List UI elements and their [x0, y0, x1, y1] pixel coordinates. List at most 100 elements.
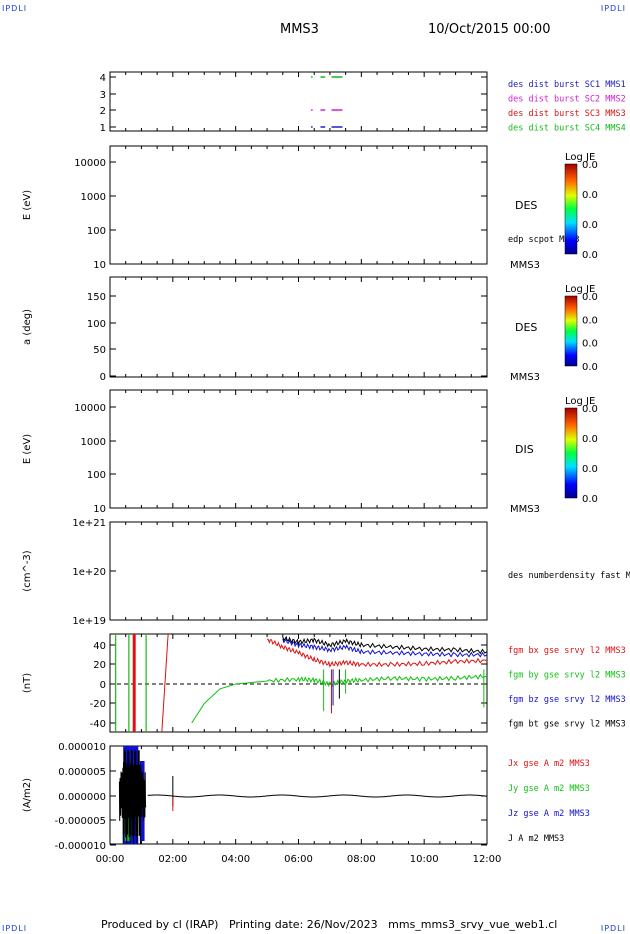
y-tick-label: 1e+19 [72, 616, 106, 627]
colorbar-tick-label: 0.0 [582, 315, 598, 326]
colorbar-title: Log JE [565, 152, 595, 163]
instrument-label: DIS [515, 443, 534, 456]
y-tick-label: 1e+20 [72, 567, 106, 578]
legend-entry: J A m2 MMS3 [508, 834, 564, 844]
overplot-label: edp scpot MMS3 [508, 235, 580, 245]
x-tick-label: 02:00 [158, 854, 187, 865]
legend-entry: des dist burst SC3 MMS3 [508, 109, 626, 119]
spacecraft-label: MMS3 [510, 372, 540, 383]
spacecraft-title: MMS3 [280, 22, 319, 37]
legend-entry: des dist burst SC2 MMS2 [508, 95, 626, 105]
panel-frame [109, 71, 488, 132]
colorbar [564, 407, 578, 499]
x-tick-label: 10:00 [410, 854, 439, 865]
y-tick-label: -20 [90, 699, 106, 710]
y-tick-label: -0.000010 [55, 841, 106, 852]
y-tick-label: 0.000005 [58, 767, 106, 778]
y-tick-label: 10000 [74, 403, 106, 414]
colorbar-tick-label: 0.0 [582, 339, 598, 350]
colorbar-title: Log JE [565, 284, 595, 295]
j-traces [118, 746, 487, 844]
colorbar-tick-label: 0.0 [582, 160, 598, 171]
x-tick-label: 00:00 [96, 854, 125, 865]
y-tick-label: 20 [93, 660, 106, 671]
legend-entry: fgm bt gse srvy l2 MMS3 [508, 720, 626, 730]
y-axis-label: a (deg) [22, 309, 33, 345]
x-tick-label: 04:00 [221, 854, 250, 865]
y-tick-label: 10 [93, 260, 106, 271]
corner-label-bottom-left: IPDLI [2, 924, 28, 933]
colorbar-title: Log JE [565, 396, 595, 407]
y-axis-label: (nT) [22, 673, 33, 693]
legend-entry: Jy gse A m2 MMS3 [508, 784, 590, 794]
j-total-burst [118, 749, 147, 844]
y-tick-label: 1e+21 [72, 518, 106, 529]
colorbar-tick-label: 0.0 [582, 190, 598, 201]
b-series-line [282, 635, 487, 655]
colorbar-tick-label: 0.0 [582, 494, 598, 505]
legend-entry: Jz gse A m2 MMS3 [508, 809, 590, 819]
date-title: 10/Oct/2015 00:00 [428, 22, 551, 37]
colorbar-tick-label: 0.0 [582, 404, 598, 415]
y-axis-label: (A/m2) [22, 778, 33, 812]
colorbar [564, 295, 578, 367]
y-tick-label: 0 [100, 372, 106, 383]
y-tick-label: 1000 [81, 192, 106, 203]
corner-label-top-left: IPDLI [2, 4, 28, 13]
y-tick-label: 100 [87, 470, 106, 481]
x-tick-label: 08:00 [347, 854, 376, 865]
colorbar [564, 163, 578, 255]
corner-label-bottom-right: IPDLI [600, 924, 626, 933]
y-tick-label: -0.000005 [55, 816, 106, 827]
spacecraft-label: MMS3 [510, 504, 540, 515]
y-tick-label: 0.000010 [58, 742, 106, 753]
b-field-traces [115, 634, 487, 732]
legend-entry: fgm bz gse srvy l2 MMS3 [508, 695, 626, 705]
y-axis-label: (cm^-3) [22, 550, 33, 591]
y-tick-label: 0.000000 [58, 792, 106, 803]
panel-frame [109, 276, 488, 378]
colorbar-tick-label: 0.0 [582, 292, 598, 303]
y-tick-label: -40 [90, 719, 106, 730]
y-tick-label: 50 [93, 345, 106, 356]
footer-credits: Produced by cl (IRAP) Printing date: 26/… [101, 918, 558, 931]
j-total-line [147, 794, 487, 798]
y-axis-label: E (eV) [22, 434, 33, 464]
instrument-label: DES [515, 199, 537, 212]
y-tick-label: 10000 [74, 158, 106, 169]
y-tick-label: 100 [87, 226, 106, 237]
x-tick-label: 06:00 [284, 854, 313, 865]
y-tick-label: 3 [100, 90, 106, 101]
y-tick-label: 2 [100, 106, 106, 117]
b-series-line [266, 638, 487, 668]
corner-label-top-right: IPDLI [600, 4, 626, 13]
b-spike [161, 634, 169, 732]
spacecraft-label: MMS3 [510, 260, 540, 271]
y-tick-label: 10 [93, 504, 106, 515]
legend-entry: fgm by gse srvy l2 MMS3 [508, 671, 626, 681]
y-tick-label: 4 [100, 73, 106, 84]
panel-frame [109, 145, 488, 265]
y-tick-label: 1 [100, 123, 106, 134]
y-tick-label: 150 [87, 292, 106, 303]
y-tick-label: 1000 [81, 437, 106, 448]
instrument-label: DES [515, 321, 537, 334]
colorbar-tick-label: 0.0 [582, 434, 598, 445]
legend-entry: Jx gse A m2 MMS3 [508, 759, 590, 769]
y-tick-label: 0 [100, 680, 106, 691]
legend-entry: des numberdensity fast M [508, 571, 630, 581]
b-series-line [282, 637, 487, 658]
b-series-line [191, 673, 487, 724]
y-tick-label: 100 [87, 319, 106, 330]
colorbar-tick-label: 0.0 [582, 464, 598, 475]
legend-entry: fgm bx gse srvy l2 MMS3 [508, 646, 626, 656]
colorbar-tick-label: 0.0 [582, 250, 598, 261]
y-axis-label: E (eV) [22, 190, 33, 220]
panel-frame [109, 521, 488, 621]
y-tick-label: 40 [93, 641, 106, 652]
panel-frame [109, 389, 488, 509]
colorbar-tick-label: 0.0 [582, 220, 598, 231]
x-tick-label: 12:00 [473, 854, 502, 865]
colorbar-tick-label: 0.0 [582, 362, 598, 373]
